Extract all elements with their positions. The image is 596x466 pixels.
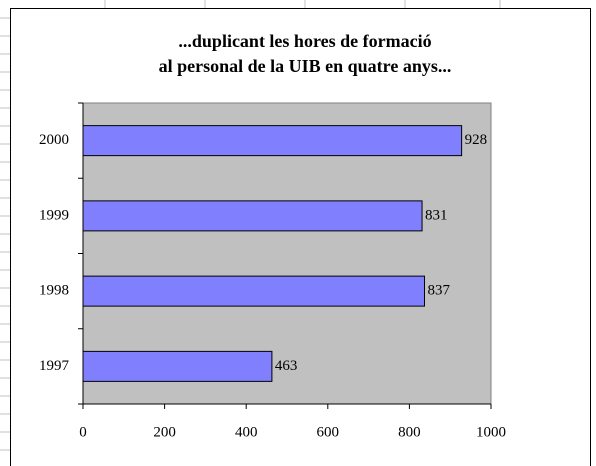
x-tick-label: 400 [235, 424, 258, 440]
bar [82, 125, 463, 157]
bar [82, 350, 273, 382]
y-tick-label: 2000 [39, 132, 69, 148]
x-tick-label: 200 [153, 424, 176, 440]
chart-title: ...duplicant les hores de formació [178, 31, 431, 51]
x-tick-label: 800 [398, 424, 421, 440]
data-label: 928 [465, 132, 488, 148]
data-label: 831 [425, 207, 448, 223]
y-tick-label: 1997 [39, 358, 70, 374]
chart-title: al personal de la UIB en quatre anys... [159, 56, 452, 76]
bar [82, 200, 423, 232]
bar [82, 275, 425, 307]
x-tick-label: 1000 [476, 424, 506, 440]
y-tick-label: 1998 [39, 283, 69, 299]
y-tick-label: 1999 [39, 207, 69, 223]
data-label: 837 [427, 283, 450, 299]
x-tick-label: 0 [79, 424, 87, 440]
spreadsheet-grid [0, 0, 501, 451]
x-tick-label: 600 [317, 424, 340, 440]
data-label: 463 [275, 358, 298, 374]
